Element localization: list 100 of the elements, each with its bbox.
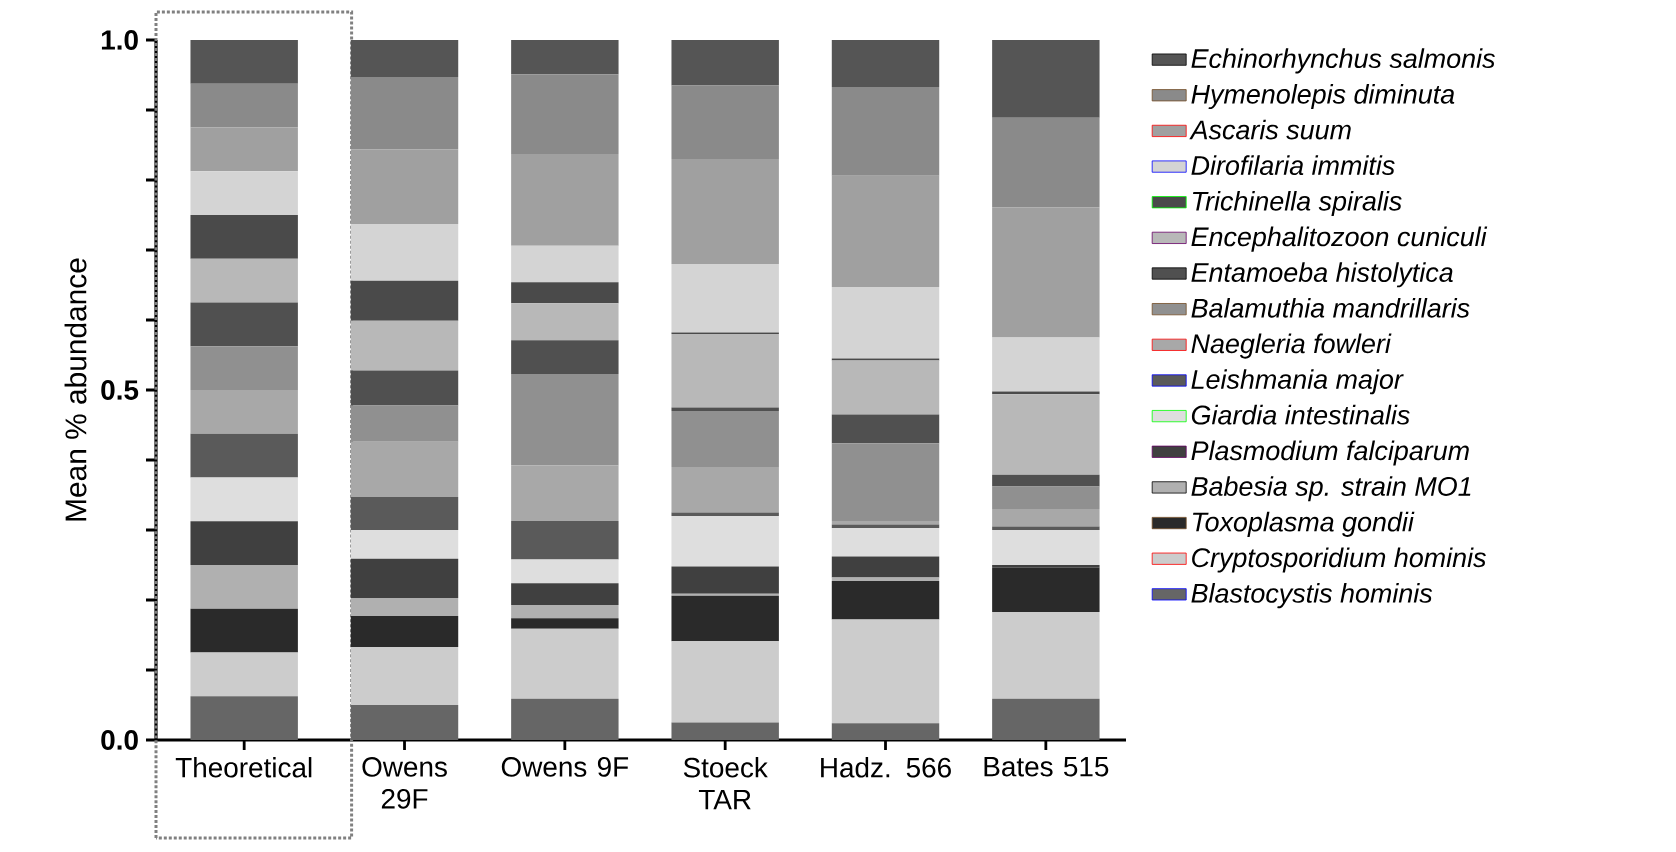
bar xyxy=(831,175,940,288)
bar xyxy=(831,581,940,620)
bar xyxy=(671,566,779,594)
legend-label: Dirofilaria immitis xyxy=(1191,155,1395,176)
y-tick-label: 1.0 xyxy=(101,30,138,50)
bar xyxy=(992,698,1100,740)
legend-label: Echinorhynchus salmonis xyxy=(1191,48,1495,74)
x-tick-label: Owens 9F xyxy=(501,757,629,777)
bar xyxy=(992,486,1100,509)
legend-label: Balamuthia mandrillaris xyxy=(1191,297,1470,318)
bar xyxy=(992,565,1100,568)
legend-label: Cryptosporidium hominis xyxy=(1192,547,1486,573)
legend-label: Babesia sp. strain MO1 xyxy=(1191,476,1471,502)
bar xyxy=(350,370,459,406)
bar xyxy=(350,705,459,740)
bar xyxy=(992,611,1100,699)
legend-label: Entamoeba histolytica xyxy=(1191,262,1453,288)
legend-label: Toxoplasma gondii xyxy=(1193,511,1415,537)
bar xyxy=(671,410,779,467)
bar xyxy=(831,524,940,528)
bar xyxy=(831,287,940,359)
bar xyxy=(671,467,779,513)
bar xyxy=(992,117,1100,208)
bar xyxy=(831,39,940,87)
x-tick-label: Theoretical xyxy=(175,757,312,778)
bar xyxy=(350,320,459,371)
bar xyxy=(190,171,298,215)
bar xyxy=(350,558,459,598)
bar xyxy=(671,593,779,596)
bar xyxy=(350,224,459,281)
bar xyxy=(671,641,779,723)
bar xyxy=(671,85,779,159)
x-tick-label: Stoeck TAR xyxy=(683,757,768,810)
y-axis-title: Mean % abundance xyxy=(64,258,87,521)
bar xyxy=(671,516,779,567)
bar xyxy=(350,597,459,617)
bar xyxy=(190,214,298,259)
bar xyxy=(992,39,1100,118)
bar xyxy=(511,373,619,466)
bar xyxy=(831,723,940,740)
bar xyxy=(190,608,298,653)
bar xyxy=(350,497,459,530)
legend-label: Blastocystis hominis xyxy=(1191,583,1433,609)
x-tick-label: Owens 29F xyxy=(362,757,447,809)
bar xyxy=(190,696,298,740)
legend-label: Plasmodium falciparum xyxy=(1191,440,1469,466)
bar xyxy=(350,441,459,498)
bar xyxy=(831,556,940,578)
bar xyxy=(190,565,298,609)
bar xyxy=(190,39,298,84)
bar xyxy=(190,521,298,565)
bar xyxy=(190,258,298,303)
bar xyxy=(511,282,619,304)
bar xyxy=(511,340,619,374)
bar xyxy=(190,433,298,478)
bar xyxy=(190,127,298,172)
legend-label: Giardia intestinalis xyxy=(1191,404,1410,425)
legend-label: Naegleria fowleri xyxy=(1191,333,1392,359)
bar xyxy=(190,302,298,347)
bar xyxy=(831,527,940,557)
bar xyxy=(350,646,459,705)
legend-label: Encephalitozoon cuniculi xyxy=(1191,226,1488,252)
bar xyxy=(831,86,940,176)
y-tick-label: 0.5 xyxy=(101,380,139,400)
bar xyxy=(350,530,459,559)
bar xyxy=(511,618,619,629)
bar xyxy=(511,559,619,584)
bar xyxy=(671,722,779,740)
bar xyxy=(831,358,940,361)
bar xyxy=(671,333,779,408)
bar xyxy=(671,407,779,411)
bar xyxy=(992,207,1100,338)
bar xyxy=(511,604,619,619)
x-tick-label: Bates 515 xyxy=(984,757,1109,777)
bar xyxy=(511,154,619,246)
bar xyxy=(511,583,619,605)
bar xyxy=(992,509,1100,527)
bar xyxy=(992,567,1100,612)
bar xyxy=(831,443,940,521)
bar xyxy=(511,303,619,341)
bar xyxy=(190,477,298,522)
bar xyxy=(831,414,940,444)
bar xyxy=(511,245,619,283)
bar xyxy=(671,158,779,264)
bar xyxy=(671,595,779,642)
bar xyxy=(511,465,619,521)
bar xyxy=(190,346,298,390)
bar xyxy=(190,389,298,434)
x-tick-label: Hadz. 566 xyxy=(821,757,951,778)
bar xyxy=(350,39,459,78)
bar xyxy=(671,263,779,333)
bar xyxy=(992,391,1100,395)
bar xyxy=(190,652,298,697)
bar xyxy=(511,39,619,75)
bar xyxy=(350,280,459,321)
y-tick-label: 0.0 xyxy=(101,730,138,750)
bar xyxy=(831,619,940,724)
bar xyxy=(350,149,459,225)
legend-label: Trichinella spiralis xyxy=(1193,190,1402,217)
bar xyxy=(511,74,619,155)
